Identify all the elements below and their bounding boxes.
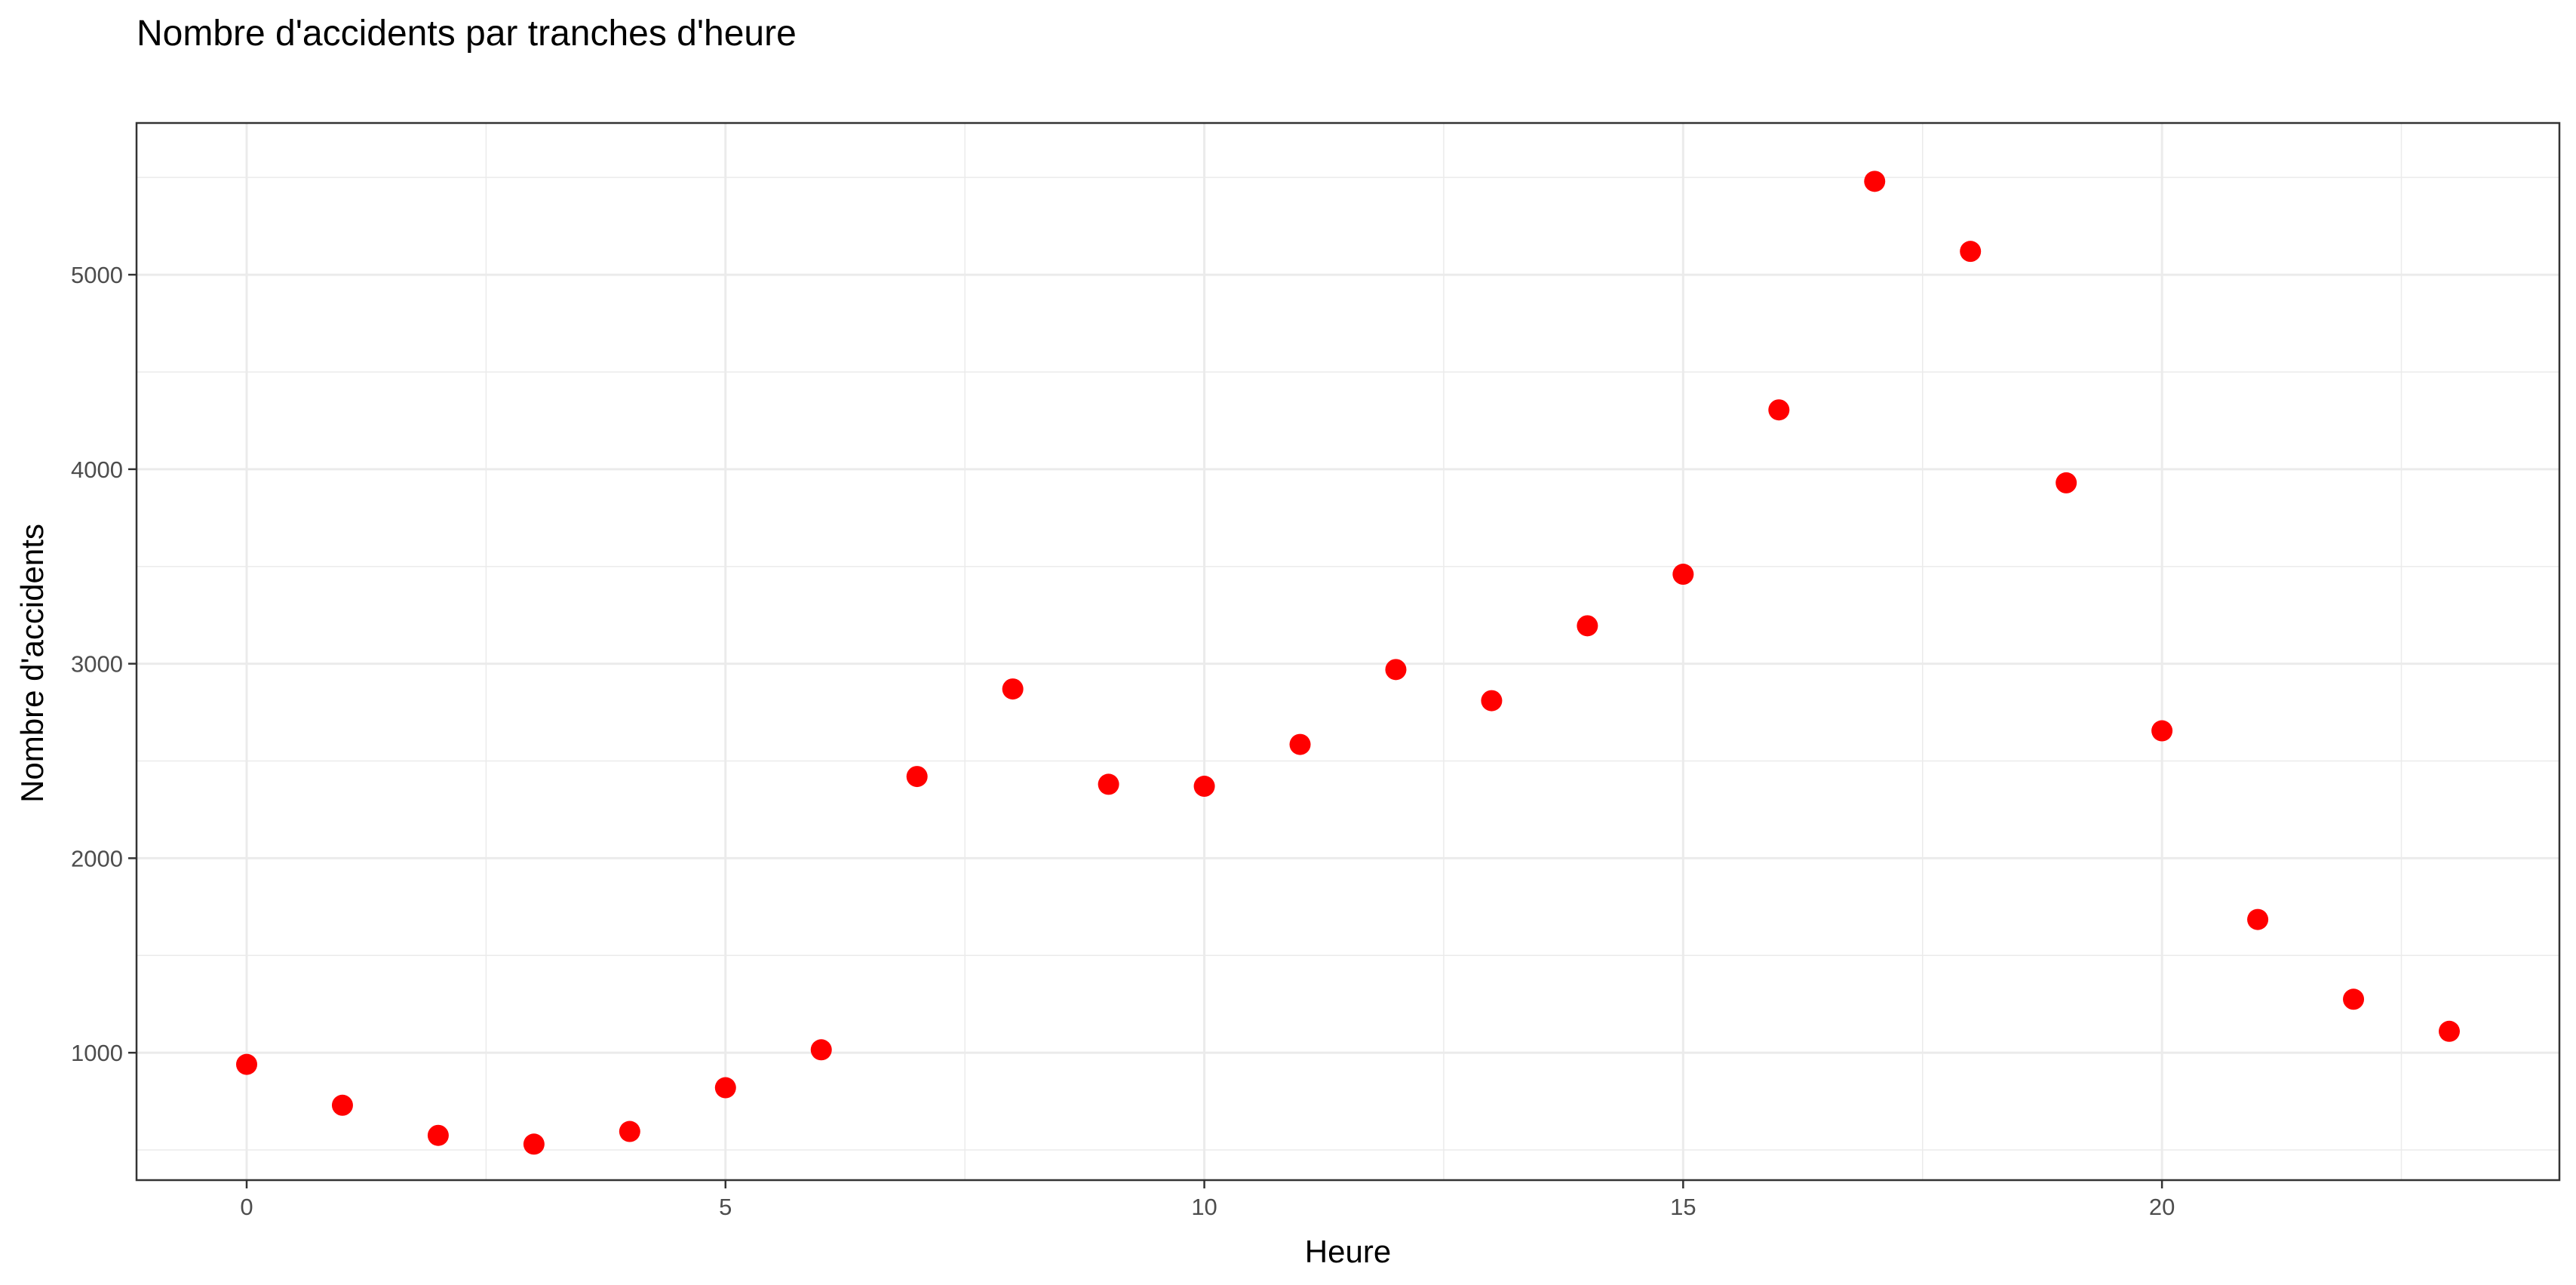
panel-frame [135, 121, 2561, 1182]
x-tick-label: 20 [2149, 1194, 2175, 1220]
y-axis-ticks: 1000 2000 3000 4000 5000 [71, 262, 137, 1066]
data-point [906, 766, 928, 788]
x-axis-title: Heure [1305, 1234, 1391, 1269]
data-point [2247, 908, 2269, 930]
x-tick-label: 10 [1191, 1194, 1217, 1220]
major-gridlines [137, 123, 2559, 1180]
data-point [1864, 171, 1886, 192]
data-point [523, 1133, 545, 1155]
data-point [1672, 564, 1694, 586]
y-tick-label: 3000 [71, 651, 123, 678]
data-point [427, 1124, 449, 1146]
x-axis-ticks: 0 5 10 15 20 [240, 1180, 2175, 1220]
data-point [810, 1039, 832, 1061]
y-tick-label: 5000 [71, 262, 123, 288]
data-point [2056, 472, 2077, 493]
data-point [1481, 690, 1503, 712]
panel-background [137, 123, 2559, 1180]
data-point [1289, 733, 1311, 755]
panel-border [135, 121, 2561, 1182]
x-tick-label: 5 [719, 1194, 732, 1220]
y-axis-title: Nombre d'accidents [14, 524, 50, 803]
data-point [2151, 720, 2173, 742]
data-points [236, 171, 2460, 1155]
minor-gridlines [137, 123, 2559, 1180]
y-tick-label: 1000 [71, 1040, 123, 1066]
plot-panel [137, 123, 2559, 1180]
data-point [1098, 773, 1119, 795]
data-point [1768, 399, 1790, 421]
data-point [1002, 678, 1024, 700]
x-tick-label: 15 [1670, 1194, 1696, 1220]
data-point [1385, 659, 1407, 681]
chart-title: Nombre d'accidents par tranches d'heure [137, 14, 797, 54]
y-tick-label: 4000 [71, 457, 123, 483]
data-point [1960, 241, 1982, 263]
data-point [1577, 615, 1598, 637]
x-tick-label: 0 [240, 1194, 253, 1220]
data-point [714, 1077, 736, 1099]
data-point [2439, 1020, 2460, 1042]
y-tick-label: 2000 [71, 845, 123, 872]
data-point [236, 1053, 257, 1075]
data-point [1193, 776, 1215, 798]
data-point [331, 1094, 353, 1116]
data-point [2343, 988, 2365, 1010]
data-point [619, 1121, 640, 1142]
